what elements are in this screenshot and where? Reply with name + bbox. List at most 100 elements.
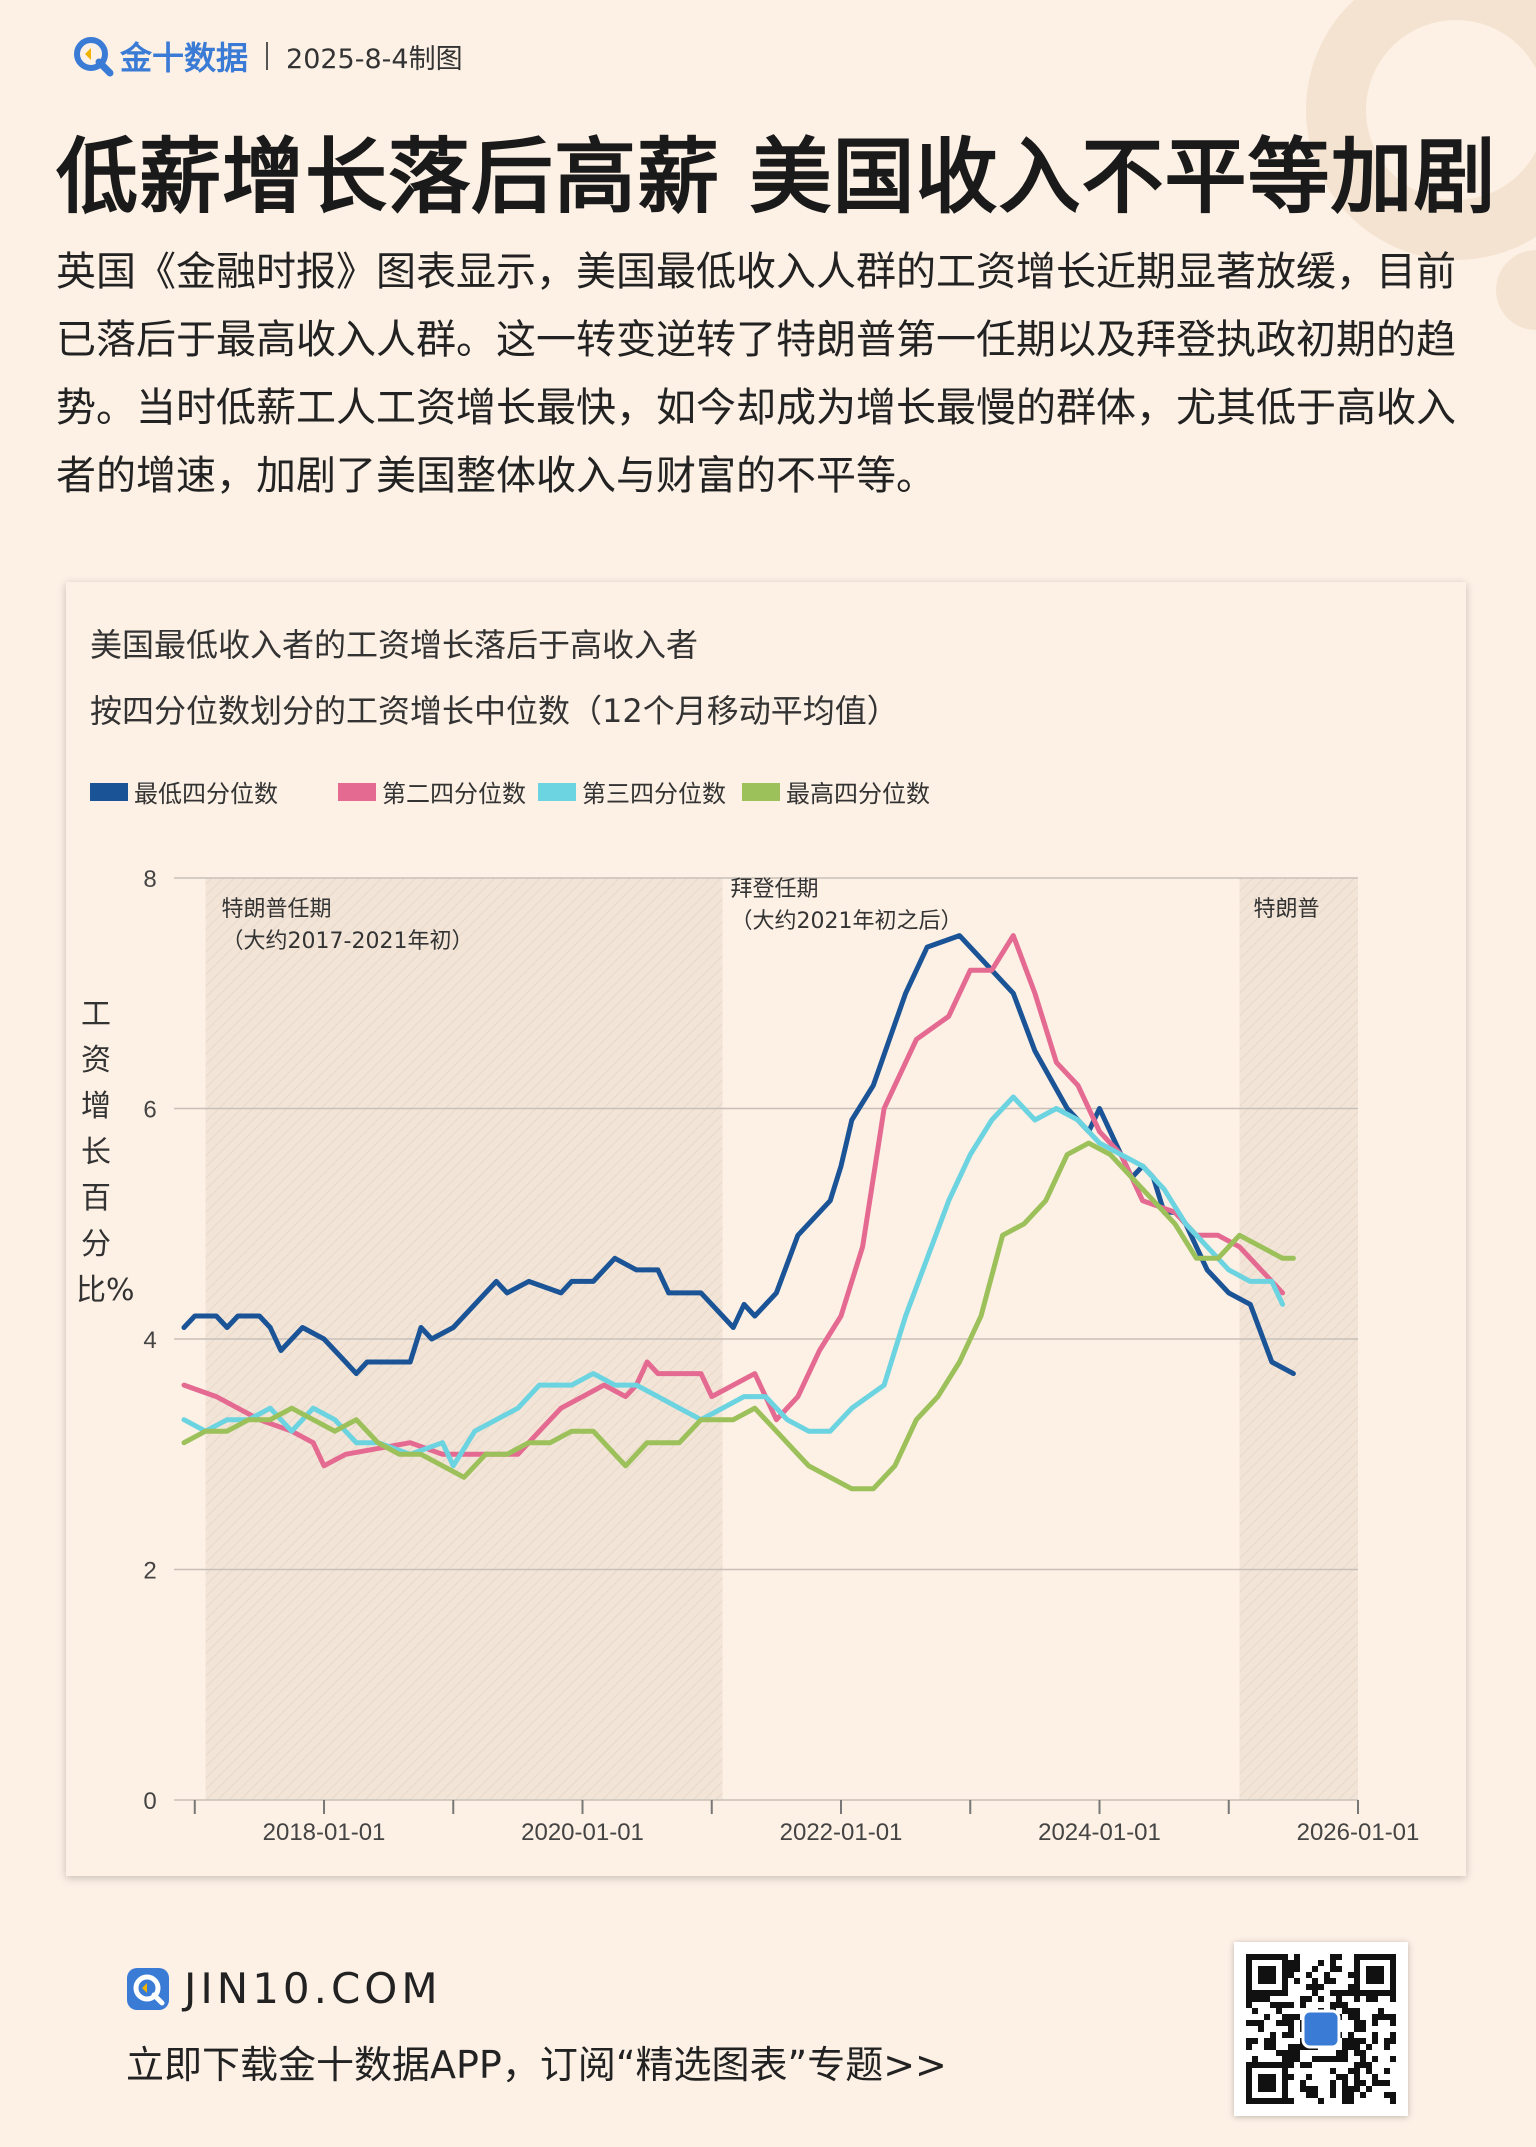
qr-module [1252, 2020, 1258, 2026]
qr-module [1276, 2020, 1282, 2026]
qr-module [1282, 2056, 1288, 2062]
qr-module [1342, 2092, 1348, 2098]
qr-module [1372, 2038, 1378, 2044]
qr-module [1282, 2098, 1288, 2104]
qr-code[interactable] [1234, 1942, 1408, 2116]
y-tick-label: 6 [143, 1097, 156, 1124]
qr-module [1306, 1972, 1312, 1978]
qr-module [1348, 2014, 1354, 2020]
qr-module [1390, 1978, 1396, 1984]
qr-module [1348, 2032, 1354, 2038]
qr-module [1258, 1978, 1264, 1984]
x-tick-label: 2018-01-01 [263, 1819, 386, 1846]
qr-module [1300, 2080, 1306, 2086]
qr-module [1390, 1984, 1396, 1990]
qr-module [1288, 2026, 1294, 2032]
qr-module [1384, 2092, 1390, 2098]
qr-module [1390, 1996, 1396, 2002]
qr-module [1282, 1960, 1288, 1966]
qr-logo-icon [1301, 2009, 1341, 2049]
qr-module [1354, 2086, 1360, 2092]
qr-module [1288, 2032, 1294, 2038]
qr-module [1270, 1972, 1276, 1978]
qr-module [1342, 2044, 1348, 2050]
qr-module [1282, 1954, 1288, 1960]
qr-module [1348, 1984, 1354, 1990]
qr-module [1348, 1972, 1354, 1978]
brand-name: 金十数据 [120, 39, 249, 77]
chart-title: 美国最低收入者的工资增长落后于高收入者 [90, 626, 699, 664]
qr-module [1390, 2098, 1396, 2104]
line-chart: 0 2 4 6 8 2018-01-01 2020-01-01 2022-01-01 2024-… [143, 866, 1419, 1846]
qr-module [1384, 2038, 1390, 2044]
qr-module [1300, 2086, 1306, 2092]
qr-module [1264, 2086, 1270, 2092]
qr-module [1360, 2092, 1366, 2098]
qr-module [1258, 2062, 1264, 2068]
qr-module [1276, 2098, 1282, 2104]
qr-module [1264, 2080, 1270, 2086]
qr-module [1312, 1966, 1318, 1972]
qr-module [1288, 2056, 1294, 2062]
qr-module [1300, 2002, 1306, 2008]
site-url[interactable]: JIN10.COM [184, 1964, 442, 2013]
qr-module [1354, 1996, 1360, 2002]
qr-module [1270, 1966, 1276, 1972]
qr-module [1312, 2092, 1318, 2098]
qr-module [1258, 2074, 1264, 2080]
qr-module [1384, 2044, 1390, 2050]
qr-module [1258, 1972, 1264, 1978]
qr-module [1246, 2092, 1252, 2098]
qr-module [1318, 2098, 1324, 2104]
qr-module [1264, 1954, 1270, 1960]
qr-module [1354, 1960, 1360, 1966]
qr-module [1282, 2086, 1288, 2092]
qr-module [1252, 2008, 1258, 2014]
page-title: 低薪增长落后高薪 美国收入不平等加剧 [56, 130, 1497, 225]
legend-label: 第二四分位数 [382, 780, 526, 808]
qr-module [1354, 2074, 1360, 2080]
qr-module [1354, 2008, 1360, 2014]
qr-module [1336, 1996, 1342, 2002]
qr-module [1306, 1984, 1312, 1990]
background-dot-decoration [1496, 250, 1536, 330]
qr-module [1288, 2044, 1294, 2050]
qr-module [1306, 2092, 1312, 2098]
qr-module [1246, 1978, 1252, 1984]
chart-card: 美国最低收入者的工资增长落后于高收入者 按四分位数划分的工资增长中位数（12个月… [66, 582, 1466, 1876]
qr-module [1342, 2098, 1348, 2104]
qr-module [1354, 1990, 1360, 1996]
qr-module [1360, 2062, 1366, 2068]
qr-module [1348, 1990, 1354, 1996]
qr-module [1348, 2044, 1354, 2050]
qr-module [1372, 2056, 1378, 2062]
qr-module [1288, 2098, 1294, 2104]
jin10-logo-icon [74, 37, 114, 77]
qr-module [1372, 1954, 1378, 1960]
qr-module [1294, 2056, 1300, 2062]
qr-module [1336, 1966, 1342, 1972]
qr-module [1336, 2056, 1342, 2062]
download-cta[interactable]: 立即下载金十数据APP，订阅“精选图表”专题>> [126, 2043, 947, 2087]
header-divider [266, 42, 269, 70]
qr-module [1354, 2014, 1360, 2020]
qr-module [1318, 1984, 1324, 1990]
qr-module [1312, 2086, 1318, 2092]
qr-module [1246, 1960, 1252, 1966]
qr-module [1282, 2062, 1288, 2068]
qr-module [1378, 2014, 1384, 2020]
qr-module [1384, 2080, 1390, 2086]
qr-module [1246, 1984, 1252, 1990]
legend-label: 最低四分位数 [134, 780, 278, 808]
qr-module [1360, 2020, 1366, 2026]
qr-module [1258, 2026, 1264, 2032]
qr-module [1288, 1960, 1294, 1966]
qr-module [1282, 2002, 1288, 2008]
qr-module [1288, 1966, 1294, 1972]
legend-swatch [90, 782, 128, 801]
qr-module [1354, 2038, 1360, 2044]
qr-module [1372, 1978, 1378, 1984]
qr-module [1252, 2056, 1258, 2062]
qr-module [1354, 2044, 1360, 2050]
y-tick-label: 8 [143, 866, 156, 893]
